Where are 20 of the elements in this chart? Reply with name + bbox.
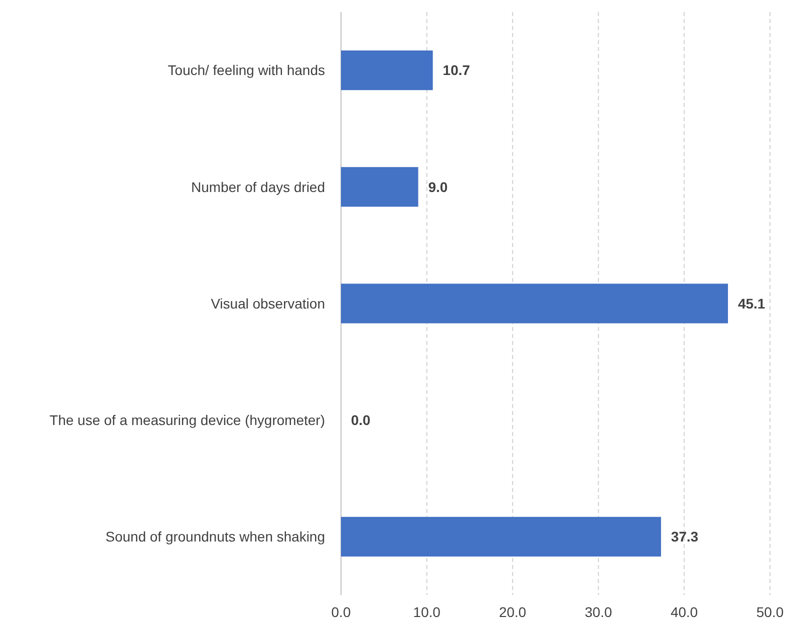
y-tick-label: Visual observation	[210, 295, 325, 312]
data-label: 10.7	[442, 62, 470, 78]
x-tick-label: 30.0	[584, 604, 612, 620]
x-tick-label: 20.0	[498, 604, 526, 620]
data-label: 0.0	[351, 412, 371, 428]
data-label: 9.0	[428, 178, 448, 195]
data-label: 37.3	[671, 528, 698, 545]
data-label: 45.1	[738, 295, 766, 312]
bar	[341, 167, 418, 207]
y-tick-label: Sound of groundnuts when shaking	[106, 528, 325, 545]
x-tick-label: 10.0	[413, 604, 441, 620]
bar	[341, 50, 433, 90]
x-tick-label: 50.0	[756, 604, 784, 620]
y-tick-label: Touch/ feeling with hands	[168, 62, 325, 78]
bar	[341, 516, 662, 557]
x-tick-label: 40.0	[670, 604, 698, 620]
y-tick-label: The use of a measuring device (hygrometer)	[50, 412, 325, 428]
bar	[341, 284, 728, 324]
y-tick-label: Number of days dried	[191, 178, 325, 195]
x-tick-label: 0.0	[331, 604, 351, 620]
